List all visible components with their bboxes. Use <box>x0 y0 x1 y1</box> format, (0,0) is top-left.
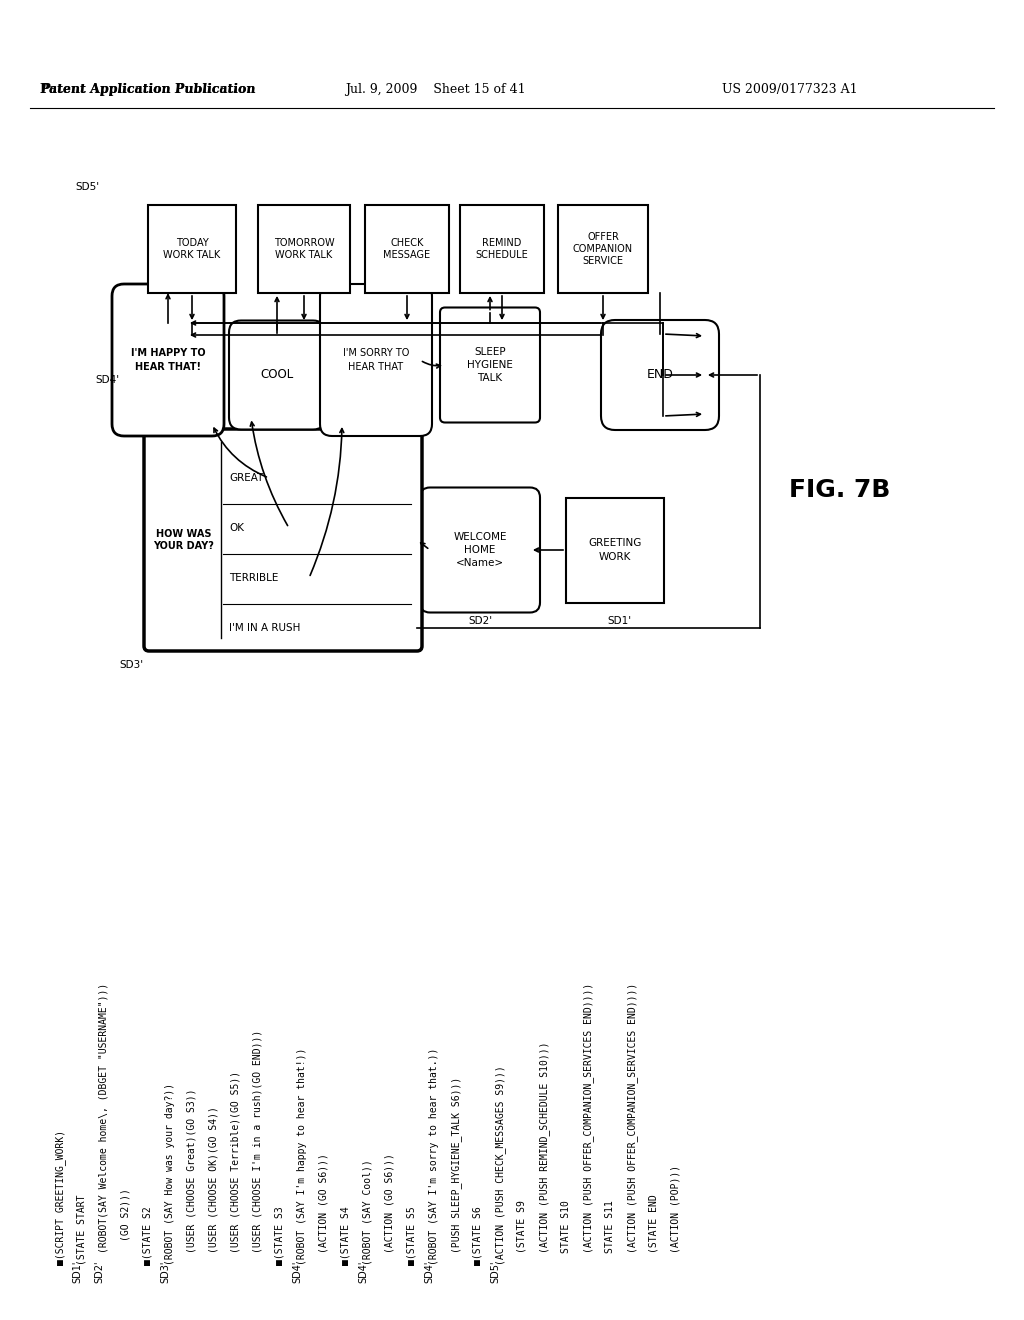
Bar <box>258 205 350 293</box>
Text: COOL: COOL <box>260 368 294 381</box>
Text: STATE S10: STATE S10 <box>561 1200 571 1253</box>
Text: OFFER
COMPANION
SERVICE: OFFER COMPANION SERVICE <box>573 231 633 267</box>
Text: HOW WAS
YOUR DAY?: HOW WAS YOUR DAY? <box>154 529 214 550</box>
Bar <box>558 205 648 293</box>
Text: (USER (CHOOSE Terrible)(GO S5)): (USER (CHOOSE Terrible)(GO S5)) <box>231 1071 241 1253</box>
Text: ■(STATE S6: ■(STATE S6 <box>473 1206 483 1265</box>
Text: (ACTION (GO S6))): (ACTION (GO S6))) <box>319 1154 329 1253</box>
Text: WELCOME
HOME
<Name>: WELCOME HOME <Name> <box>454 532 507 568</box>
Text: SD2': SD2' <box>468 616 493 627</box>
Text: SD4': SD4' <box>95 375 119 385</box>
Text: REMIND
SCHEDULE: REMIND SCHEDULE <box>475 238 528 260</box>
Text: (PUSH SLEEP_HYGIENE_TALK S6))): (PUSH SLEEP_HYGIENE_TALK S6))) <box>451 1077 462 1253</box>
Text: (USER (CHOOSE OK)(GO S4)): (USER (CHOOSE OK)(GO S4)) <box>209 1106 219 1253</box>
Text: (USER (CHOOSE Great)(GO S3)): (USER (CHOOSE Great)(GO S3)) <box>187 1089 197 1253</box>
Text: SD4': SD4' <box>424 1261 434 1283</box>
Text: CHECK
MESSAGE: CHECK MESSAGE <box>383 238 430 260</box>
FancyBboxPatch shape <box>601 319 719 430</box>
Text: (USER (CHOOSE I'm in a rush)(GO END))): (USER (CHOOSE I'm in a rush)(GO END))) <box>253 1030 263 1253</box>
Text: TOMORROW
WORK TALK: TOMORROW WORK TALK <box>273 238 334 260</box>
Text: (ROBOT (SAY How was your day?)): (ROBOT (SAY How was your day?)) <box>165 1082 175 1265</box>
Text: (STATE START: (STATE START <box>77 1195 87 1265</box>
Text: (ROBOT(SAY Welcome home\, (DBGET "USERNAME"))): (ROBOT(SAY Welcome home\, (DBGET "USERNA… <box>99 983 109 1253</box>
Text: TODAY
WORK TALK: TODAY WORK TALK <box>164 238 220 260</box>
Text: (ROBOT (SAY I'm sorry to hear that.)): (ROBOT (SAY I'm sorry to hear that.)) <box>429 1048 439 1265</box>
Text: SD1': SD1' <box>72 1261 82 1283</box>
Text: GREAT: GREAT <box>229 473 263 483</box>
Text: SD4': SD4' <box>292 1261 302 1283</box>
Text: (ACTION (PUSH CHECK_MESSAGES S9))): (ACTION (PUSH CHECK_MESSAGES S9))) <box>495 1065 506 1265</box>
Text: ■(STATE S3: ■(STATE S3 <box>275 1206 285 1265</box>
Text: US 2009/0177323 A1: US 2009/0177323 A1 <box>722 83 858 96</box>
Text: SD3': SD3' <box>120 660 144 671</box>
Text: SD4': SD4' <box>358 1261 368 1283</box>
Text: STATE S11: STATE S11 <box>605 1200 615 1253</box>
Bar <box>460 205 544 293</box>
Text: Jul. 9, 2009    Sheet 15 of 41: Jul. 9, 2009 Sheet 15 of 41 <box>345 83 525 96</box>
Text: I'M HAPPY TO
HEAR THAT!: I'M HAPPY TO HEAR THAT! <box>131 348 206 372</box>
Text: (ROBOT (SAY Cool)): (ROBOT (SAY Cool)) <box>362 1159 373 1265</box>
Text: (ACTION (PUSH OFFER_COMPANION_SERVICES END)))): (ACTION (PUSH OFFER_COMPANION_SERVICES E… <box>627 983 638 1253</box>
Text: Patent Application Publication: Patent Application Publication <box>40 83 256 96</box>
Text: (STATE END: (STATE END <box>649 1195 659 1253</box>
Text: SD5': SD5' <box>75 182 99 191</box>
Text: TERRIBLE: TERRIBLE <box>229 573 279 583</box>
Text: SD3': SD3' <box>160 1261 170 1283</box>
Text: I'M IN A RUSH: I'M IN A RUSH <box>229 623 300 634</box>
FancyBboxPatch shape <box>144 429 422 651</box>
Text: (STATE S9: (STATE S9 <box>517 1200 527 1253</box>
Text: END: END <box>646 368 674 381</box>
Text: GREETING
WORK: GREETING WORK <box>589 539 642 561</box>
Text: SLEEP
HYGIENE
TALK: SLEEP HYGIENE TALK <box>467 347 513 383</box>
FancyBboxPatch shape <box>112 284 224 436</box>
Text: SD5': SD5' <box>490 1261 500 1283</box>
Text: OK: OK <box>229 523 244 533</box>
Text: I'M SORRY TO
HEAR THAT: I'M SORRY TO HEAR THAT <box>343 348 410 372</box>
FancyBboxPatch shape <box>420 487 540 612</box>
Text: (ROBOT (SAY I'm happy to hear that!)): (ROBOT (SAY I'm happy to hear that!)) <box>297 1048 307 1265</box>
Text: (ACTION (PUSH OFFER_COMPANION_SERVICES END)))): (ACTION (PUSH OFFER_COMPANION_SERVICES E… <box>583 983 594 1253</box>
Text: (ACTION (POP))): (ACTION (POP))) <box>671 1164 681 1253</box>
Text: SD1': SD1' <box>607 616 631 627</box>
Text: ■(SCRIPT GREETING_WORK): ■(SCRIPT GREETING_WORK) <box>55 1130 66 1265</box>
Text: ■(STATE S5: ■(STATE S5 <box>407 1206 417 1265</box>
Text: (ACTION (PUSH REMIND_SCHEDULE S10))): (ACTION (PUSH REMIND_SCHEDULE S10))) <box>539 1041 550 1253</box>
Text: ■(STATE S2: ■(STATE S2 <box>143 1206 153 1265</box>
Text: Patent Application Publication: Patent Application Publication <box>40 83 256 96</box>
Text: SD2': SD2' <box>94 1261 104 1283</box>
Bar <box>148 205 236 293</box>
FancyBboxPatch shape <box>319 284 432 436</box>
Text: (GO S2))): (GO S2))) <box>121 1188 131 1241</box>
FancyBboxPatch shape <box>440 308 540 422</box>
Text: (ACTION (GO S6))): (ACTION (GO S6))) <box>385 1154 395 1253</box>
FancyBboxPatch shape <box>229 321 325 429</box>
Bar <box>566 498 664 602</box>
Text: ■(STATE S4: ■(STATE S4 <box>341 1206 351 1265</box>
Bar <box>365 205 449 293</box>
Text: FIG. 7B: FIG. 7B <box>790 478 891 502</box>
